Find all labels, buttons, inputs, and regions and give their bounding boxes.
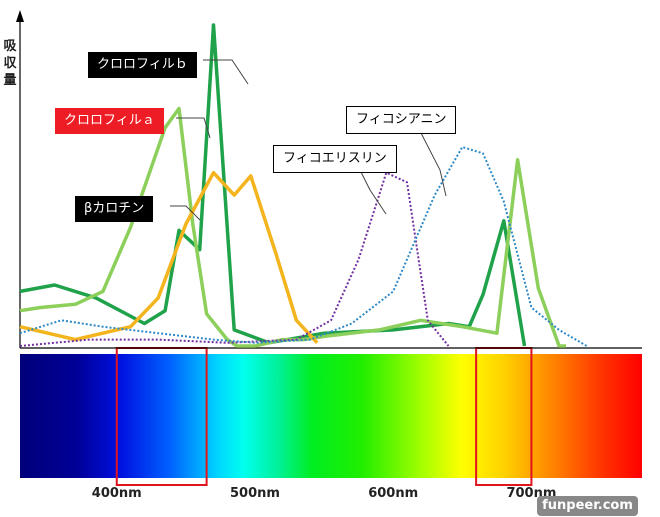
spectrum-gradient: [20, 354, 642, 478]
label-chlorophyll-b: クロロフィルｂ: [88, 52, 197, 78]
leader-chl-b: [203, 59, 249, 85]
x-tick-label: 400nm: [91, 486, 142, 501]
label-chlorophyll-a: クロロフィルａ: [55, 108, 164, 134]
leader-phycoerythrin: [359, 169, 387, 215]
series-group: [19, 23, 588, 348]
series-line-0: [19, 23, 527, 347]
label-beta-carotene: βカロチン: [75, 196, 154, 222]
leader-phycocyanin: [419, 130, 447, 197]
series-line-4: [19, 146, 588, 347]
y-axis-arrow: [16, 10, 24, 22]
series-line-2: [19, 170, 319, 344]
watermark: funpeer.com: [537, 496, 638, 516]
series-line-1: [19, 106, 566, 348]
x-tick-label: 500nm: [230, 486, 280, 501]
leader-carotene: [170, 205, 201, 221]
axes: [16, 10, 642, 349]
x-tick-label: 600nm: [368, 486, 419, 501]
y-axis-label: 吸収量: [3, 39, 17, 88]
spectrum-band: [20, 354, 642, 478]
label-phycocyanin: フィコシアニン: [346, 106, 457, 134]
label-leaders: [170, 59, 447, 221]
label-phycoerythrin: フィコエリスリン: [273, 145, 397, 173]
leader-chl-a: [176, 117, 211, 139]
series-line-3: [19, 171, 450, 347]
